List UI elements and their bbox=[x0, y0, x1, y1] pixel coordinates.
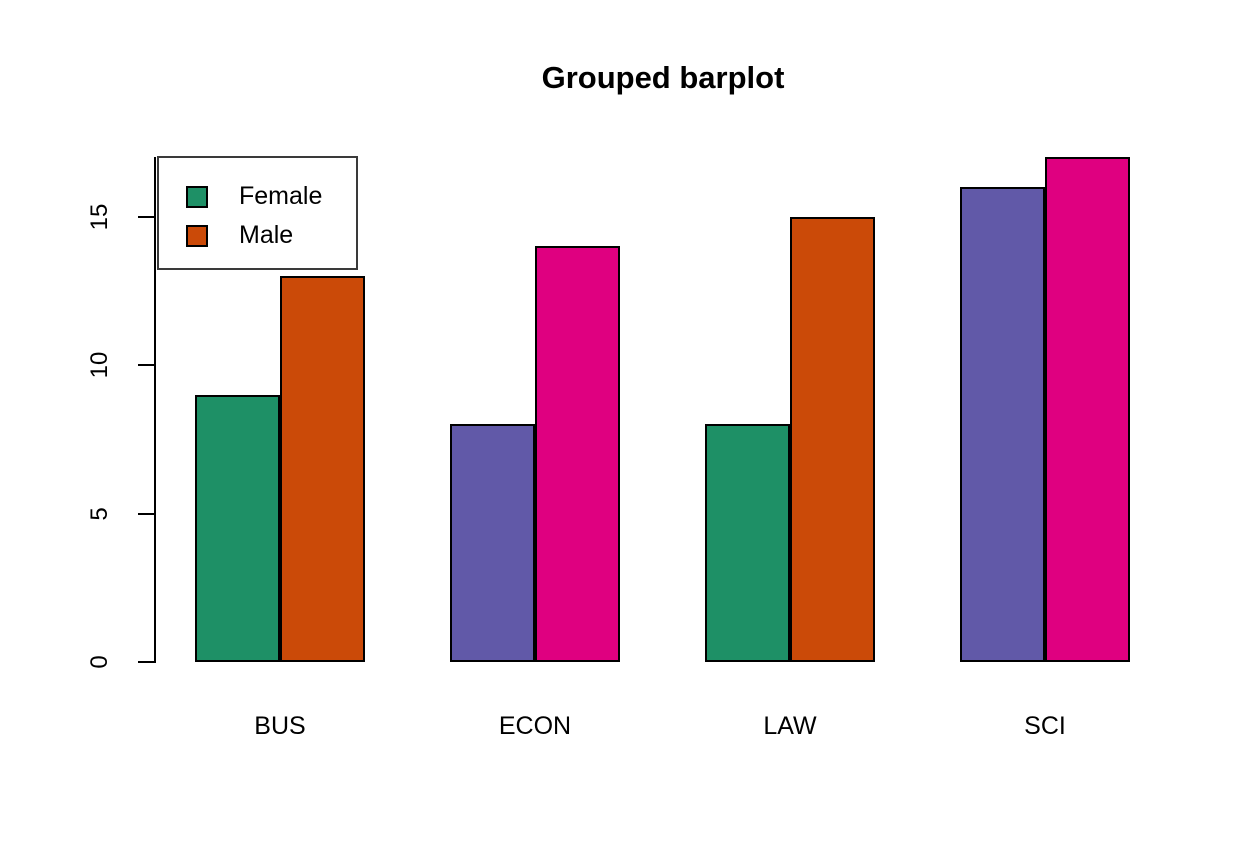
y-tick-label: 0 bbox=[86, 655, 113, 669]
x-label-sci: SCI bbox=[1024, 712, 1066, 740]
bar-bus-male bbox=[280, 275, 365, 662]
male-swatch-icon bbox=[186, 224, 208, 247]
bar-econ-male bbox=[535, 246, 620, 662]
y-tick-mark bbox=[138, 512, 155, 515]
legend-entry-male: Male bbox=[186, 221, 293, 250]
y-tick-label: 10 bbox=[86, 351, 113, 379]
y-tick-mark bbox=[138, 661, 155, 663]
y-tick-label: 15 bbox=[86, 203, 113, 230]
bar-law-male bbox=[790, 216, 875, 662]
x-label-bus: BUS bbox=[254, 712, 306, 740]
bar-econ-female bbox=[450, 424, 535, 662]
x-label-law: LAW bbox=[763, 712, 817, 740]
female-swatch-icon bbox=[186, 185, 208, 208]
y-tick-label: 5 bbox=[86, 506, 113, 521]
y-axis-line bbox=[154, 157, 156, 663]
legend-entry-female: Female bbox=[186, 182, 322, 211]
bar-law-female bbox=[705, 424, 790, 662]
y-tick-mark bbox=[138, 215, 155, 218]
bar-sci-male bbox=[1045, 157, 1130, 662]
legend-label-male: Male bbox=[239, 221, 294, 249]
chart-title: Grouped barplot bbox=[541, 60, 785, 95]
x-label-econ: ECON bbox=[498, 712, 572, 740]
bar-bus-female bbox=[195, 394, 280, 662]
y-tick-mark bbox=[138, 364, 155, 366]
legend: Female Male bbox=[157, 156, 358, 270]
bar-sci-female bbox=[960, 186, 1045, 662]
legend-label-female: Female bbox=[239, 182, 323, 210]
